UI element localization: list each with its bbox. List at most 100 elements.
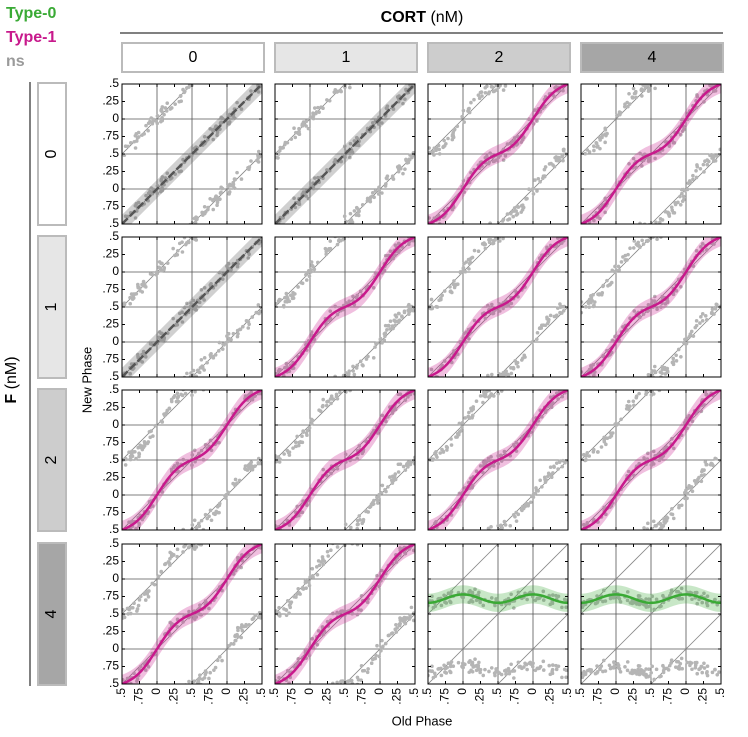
x-tick-label: .75: [355, 688, 369, 705]
data-point: [618, 670, 623, 674]
y-tick-label: .5: [109, 229, 119, 243]
data-point: [486, 526, 491, 530]
data-point: [215, 200, 220, 205]
data-point: [380, 121, 384, 125]
data-point: [439, 673, 444, 678]
data-point: [647, 87, 651, 92]
column-label: 1: [342, 49, 351, 66]
x-tick-label: .5: [643, 688, 657, 698]
data-point: [202, 210, 207, 215]
data-point: [179, 169, 184, 173]
data-point: [413, 386, 417, 390]
data-point: [365, 196, 370, 201]
data-point: [554, 158, 559, 163]
data-point: [340, 609, 345, 613]
data-point: [372, 498, 376, 503]
data-point: [650, 594, 655, 599]
data-point: [442, 663, 446, 668]
data-point: [657, 220, 662, 224]
panel: [275, 386, 417, 530]
data-point: [254, 158, 259, 163]
data-point: [483, 246, 488, 251]
data-point: [173, 102, 177, 106]
data-point: [714, 233, 718, 237]
data-point: [675, 659, 679, 664]
data-point: [344, 540, 348, 544]
data-point: [325, 549, 330, 554]
data-point: [140, 517, 145, 522]
y-tick-label: .25: [102, 624, 119, 638]
data-point: [473, 587, 477, 592]
data-point: [528, 660, 533, 665]
data-point: [652, 294, 657, 299]
data-point: [557, 460, 562, 465]
data-point: [135, 679, 139, 683]
data-point: [163, 412, 168, 416]
data-point: [305, 503, 309, 508]
data-point: [672, 211, 677, 215]
data-point: [194, 526, 199, 530]
data-point: [501, 79, 505, 83]
data-point: [582, 452, 586, 457]
data-point: [455, 432, 460, 436]
data-point: [146, 128, 150, 133]
data-point: [203, 669, 208, 673]
data-point: [627, 161, 631, 166]
data-point: [511, 214, 516, 219]
data-point: [550, 593, 555, 597]
data-point: [142, 592, 147, 596]
data-point: [165, 101, 170, 105]
data-point: [296, 656, 301, 661]
panel: [428, 79, 568, 224]
data-point: [638, 151, 642, 156]
data-point: [176, 531, 180, 535]
data-point: [292, 594, 296, 599]
data-point: [710, 670, 715, 675]
data-point: [381, 644, 385, 649]
y-tick-label: .75: [102, 659, 119, 673]
data-point: [561, 147, 566, 152]
panel: [122, 84, 262, 224]
data-point: [246, 165, 250, 170]
data-point: [678, 661, 683, 666]
data-point: [329, 471, 333, 476]
data-point: [187, 679, 191, 684]
data-point: [238, 327, 243, 332]
data-point: [520, 358, 524, 362]
data-point: [540, 485, 544, 489]
data-point: [491, 159, 496, 164]
data-point: [368, 199, 373, 204]
data-point: [200, 213, 205, 217]
data-point: [594, 140, 599, 145]
data-point: [652, 364, 657, 369]
data-point: [613, 334, 617, 339]
data-point: [394, 630, 399, 634]
data-point: [662, 520, 666, 524]
data-point: [214, 509, 219, 514]
data-point: [639, 88, 644, 93]
data-point: [655, 307, 659, 312]
y-tick-label: .5: [109, 522, 119, 536]
data-point: [694, 168, 698, 173]
data-point: [626, 469, 631, 474]
data-point: [304, 272, 308, 277]
data-point: [407, 305, 411, 309]
data-point: [562, 597, 567, 602]
data-point: [304, 586, 308, 590]
data-point: [695, 93, 699, 97]
identity-line: [122, 84, 193, 155]
data-point: [194, 308, 199, 312]
data-point: [627, 407, 631, 412]
data-point: [702, 100, 706, 104]
fit-curve: [428, 84, 568, 224]
data-point: [660, 367, 665, 372]
data-point: [132, 671, 136, 676]
data-point: [690, 597, 694, 602]
data-point: [276, 152, 281, 156]
data-point: [699, 664, 704, 669]
data-point: [429, 297, 434, 302]
data-point: [442, 138, 446, 143]
data-point: [700, 600, 705, 605]
data-point: [325, 399, 329, 404]
data-point: [676, 347, 681, 352]
